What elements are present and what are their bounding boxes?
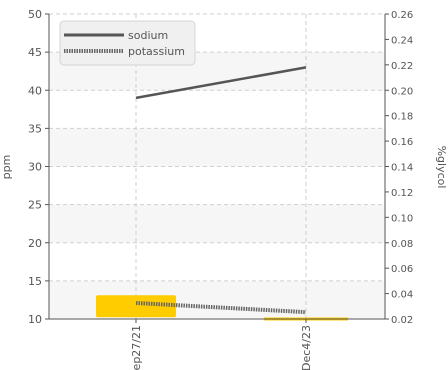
sodium-line	[135, 66, 307, 100]
y2-tick-label: 0.02	[391, 315, 413, 326]
y-tick-label: 10	[28, 313, 42, 326]
y-tick-label: 35	[28, 122, 42, 135]
y-tick-label: 45	[28, 46, 42, 59]
y2-tick-label: 0.24	[391, 35, 413, 46]
grid-band	[49, 128, 385, 167]
y-tick-label: 15	[28, 275, 42, 288]
legend-label-potassium: potassium	[128, 45, 185, 58]
y2-tick-label: 0.22	[391, 61, 413, 72]
y-tick-label: 40	[28, 84, 42, 97]
band-mark	[96, 295, 176, 318]
y2-tick-label: 0.06	[391, 264, 413, 275]
y2-tick-label: 0.04	[391, 290, 413, 301]
y2-tick-label: 0.10	[391, 213, 413, 224]
legend-label-sodium: sodium	[128, 29, 168, 42]
y2-tick-label: 0.26	[391, 10, 413, 21]
y2-axis-label: %glycol	[435, 146, 448, 189]
y2-tick-label: 0.14	[391, 163, 413, 174]
potassium-line	[135, 300, 307, 315]
y2-tick-label: 0.08	[391, 239, 413, 250]
x-tick-label: ep27/21	[130, 325, 143, 370]
x-tick-label: Dec4/23	[300, 325, 313, 370]
y-tick-label: 20	[28, 237, 42, 250]
y-tick-label: 30	[28, 161, 42, 174]
y-tick-label: 25	[28, 199, 42, 212]
tick-labels: 50 45 40 35 30 25 20 15 10 0.26 0.24 0.22 0.20 0.18 0.…	[28, 8, 413, 370]
legend: sodium potassium	[59, 20, 196, 66]
grid-band	[49, 204, 385, 243]
y2-tick-label: 0.12	[391, 188, 413, 199]
legend-box	[59, 20, 196, 66]
y2-tick-label: 0.20	[391, 86, 413, 97]
axes	[45, 13, 389, 323]
y-tick-label: 50	[28, 8, 42, 21]
y2-tick-label: 0.16	[391, 137, 413, 148]
y-axis-label: ppm	[0, 155, 13, 180]
y2-tick-label: 0.18	[391, 112, 413, 123]
